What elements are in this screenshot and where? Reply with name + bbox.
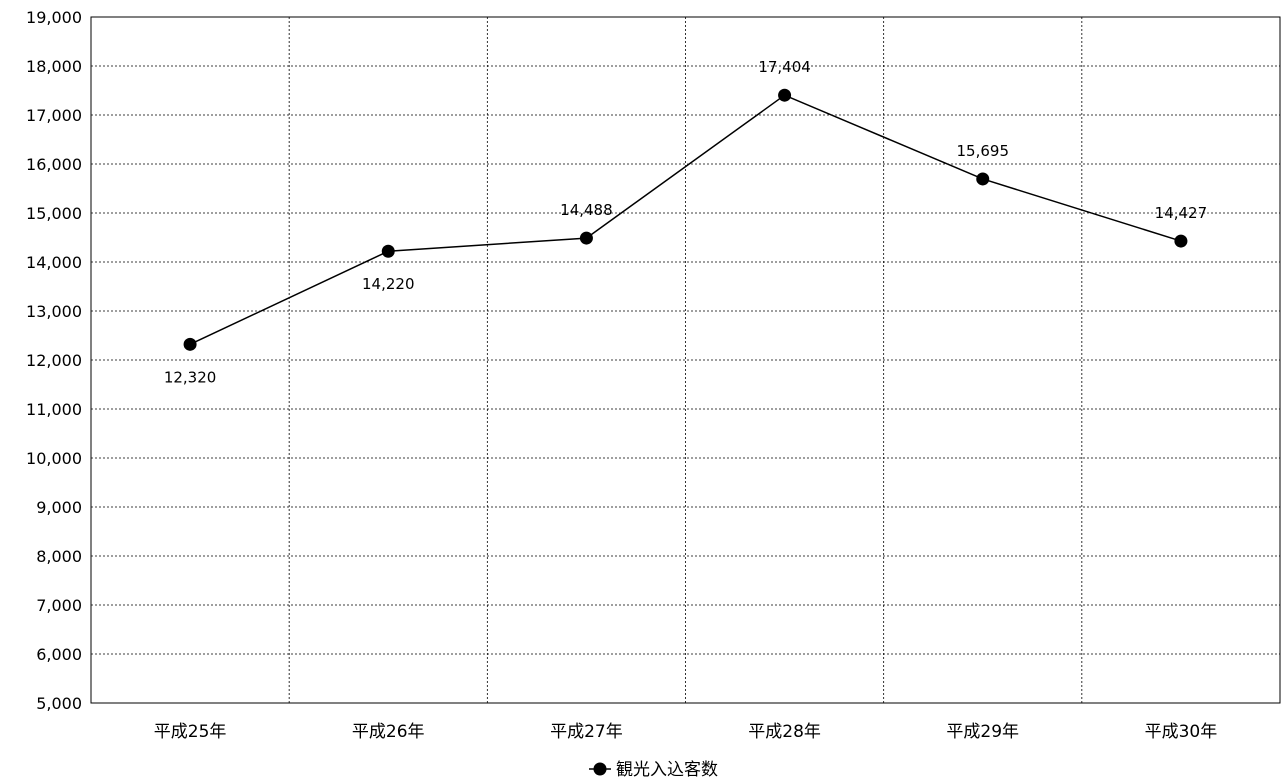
data-label: 12,320 [164, 368, 217, 386]
data-point [1174, 234, 1188, 248]
y-tick-label: 12,000 [26, 351, 82, 370]
data-label: 14,488 [560, 201, 613, 219]
data-label: 17,404 [758, 58, 811, 76]
x-tick-label: 平成28年 [748, 722, 821, 742]
y-tick-label: 5,000 [36, 694, 82, 713]
data-label: 15,695 [957, 142, 1010, 160]
plot-area-border [90, 16, 1281, 704]
data-point [579, 231, 593, 245]
label-layer: 12,320 14,220 14,488 17,404 15,695 14,427 [164, 58, 1207, 386]
legend: 観光入込客数 [589, 760, 718, 778]
y-tick-label: 17,000 [26, 106, 82, 125]
data-label: 14,427 [1155, 204, 1208, 222]
data-point [381, 244, 395, 258]
y-tick-label: 19,000 [26, 8, 82, 27]
y-tick-label: 15,000 [26, 204, 82, 223]
y-tick-label: 10,000 [26, 449, 82, 468]
axis-layer: 5,000 6,000 7,000 8,000 9,000 10,000 11,000 12,… [26, 8, 1281, 742]
y-tick-label: 18,000 [26, 57, 82, 76]
y-tick-label: 11,000 [26, 400, 82, 419]
y-tick-label: 16,000 [26, 155, 82, 174]
x-tick-label: 平成25年 [154, 722, 227, 742]
legend-marker-swatch [593, 762, 607, 776]
series-layer [183, 88, 1188, 351]
data-point [976, 172, 990, 186]
y-tick-label: 7,000 [36, 596, 82, 615]
data-point [183, 337, 197, 351]
data-point [778, 88, 792, 102]
y-tick-label: 6,000 [36, 645, 82, 664]
x-tick-label: 平成26年 [352, 722, 425, 742]
data-label: 14,220 [362, 275, 415, 293]
y-tick-label: 14,000 [26, 253, 82, 272]
y-tick-label: 8,000 [36, 547, 82, 566]
x-tick-label: 平成29年 [946, 722, 1019, 742]
x-tick-label: 平成30年 [1145, 722, 1218, 742]
x-tick-label: 平成27年 [550, 722, 623, 742]
y-tick-label: 9,000 [36, 498, 82, 517]
legend-series-label: 観光入込客数 [616, 760, 718, 778]
series-line [189, 94, 1182, 345]
y-tick-label: 13,000 [26, 302, 82, 321]
grid-layer [91, 16, 1280, 703]
